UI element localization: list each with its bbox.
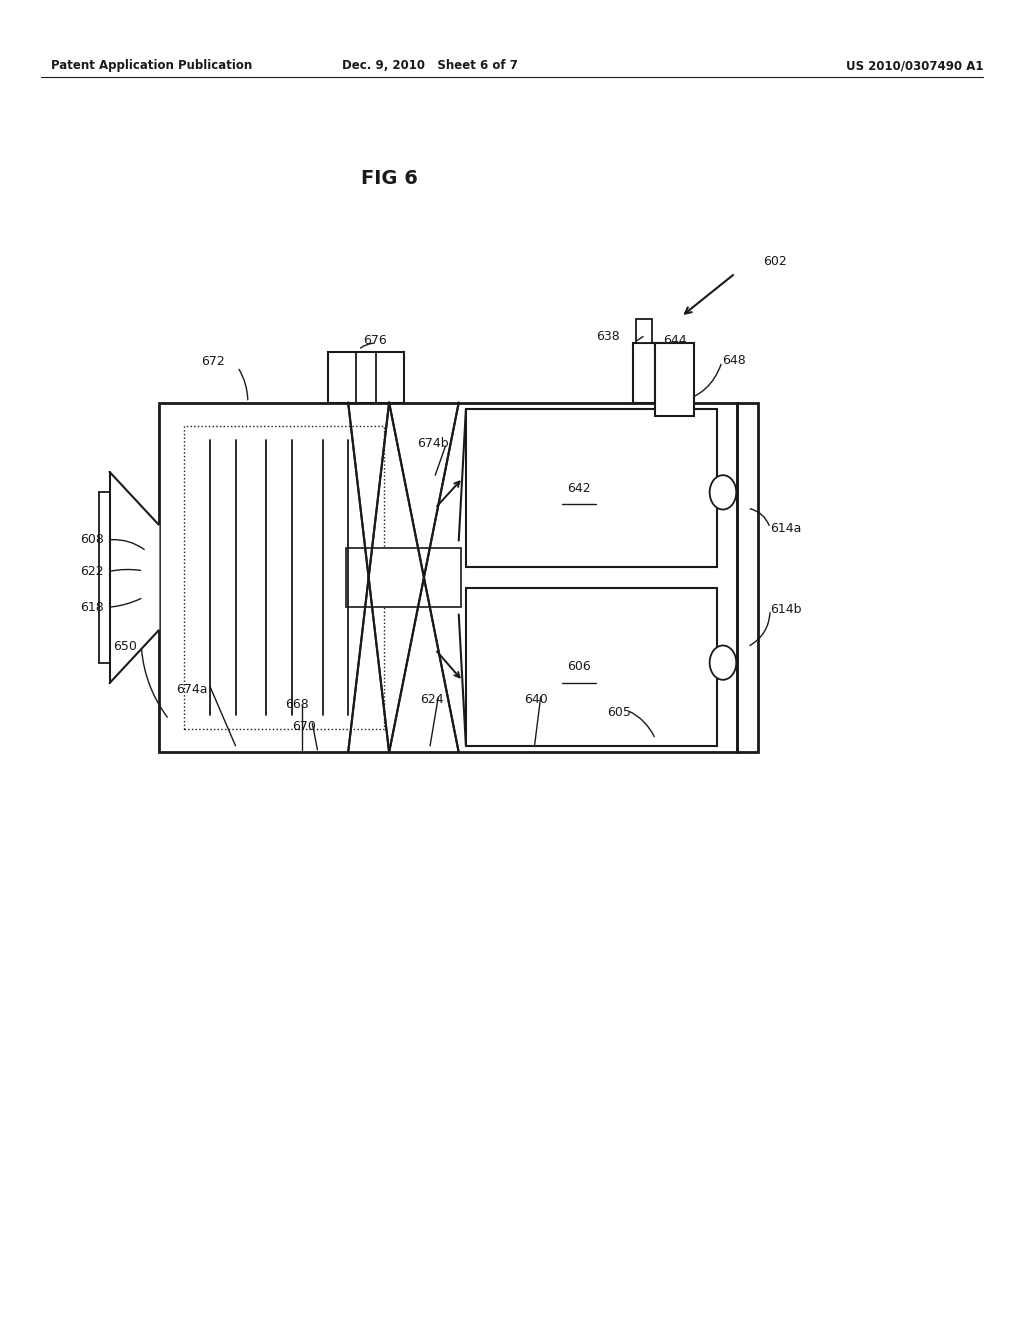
Bar [633, 343, 655, 403]
Polygon shape [459, 409, 466, 746]
Text: 614a: 614a [770, 521, 802, 535]
Text: 668: 668 [285, 698, 308, 711]
Text: 670: 670 [292, 719, 315, 733]
Text: 672: 672 [201, 355, 224, 368]
Text: 622: 622 [80, 565, 103, 578]
Text: FIG 6: FIG 6 [360, 169, 418, 187]
Text: US 2010/0307490 A1: US 2010/0307490 A1 [846, 59, 983, 73]
Circle shape [710, 645, 736, 680]
Bar [346, 549, 461, 607]
Polygon shape [110, 473, 159, 684]
Text: 608: 608 [80, 533, 103, 546]
Text: 602: 602 [763, 255, 786, 268]
Text: Dec. 9, 2010   Sheet 6 of 7: Dec. 9, 2010 Sheet 6 of 7 [342, 59, 518, 73]
Bar [184, 426, 384, 729]
Circle shape [710, 475, 736, 510]
Bar [466, 409, 717, 568]
Text: 614b: 614b [770, 603, 802, 616]
Text: 676: 676 [364, 334, 387, 347]
Text: 674b: 674b [417, 437, 449, 450]
Bar [636, 319, 652, 343]
Text: 618: 618 [80, 601, 103, 614]
Bar [737, 403, 758, 752]
Bar [159, 403, 737, 752]
Bar [655, 343, 694, 416]
Text: 638: 638 [596, 330, 620, 343]
Text: 644: 644 [664, 334, 687, 347]
Text: Patent Application Publication: Patent Application Publication [51, 59, 253, 73]
Bar [328, 352, 404, 403]
Text: 648: 648 [722, 354, 745, 367]
Text: 642: 642 [566, 482, 591, 495]
Text: 606: 606 [566, 660, 591, 673]
Text: 674a: 674a [176, 682, 208, 696]
Text: 640: 640 [524, 693, 548, 706]
Text: 605: 605 [607, 706, 631, 719]
Text: 624: 624 [420, 693, 443, 706]
Text: 650: 650 [113, 640, 136, 653]
Bar [466, 589, 717, 746]
